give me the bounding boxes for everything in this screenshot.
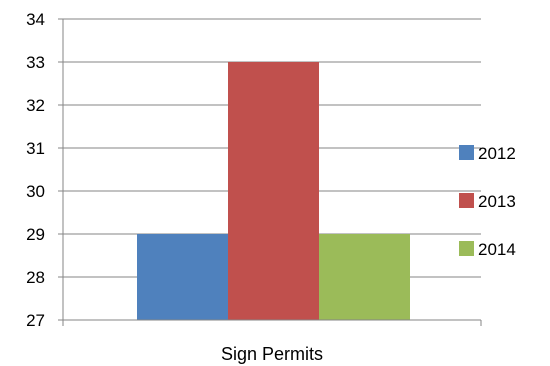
y-axis-tick-labels: 27 28 29 30 31 32 33 34 bbox=[26, 10, 45, 330]
legend-swatch-2013 bbox=[459, 193, 474, 208]
legend: 2012 2013 2014 bbox=[459, 144, 516, 259]
legend-label-2013: 2013 bbox=[478, 192, 516, 211]
y-tick-label: 32 bbox=[26, 96, 45, 115]
y-tick-label: 33 bbox=[26, 53, 45, 72]
bar-2012 bbox=[137, 234, 228, 320]
y-tick-label: 31 bbox=[26, 139, 45, 158]
bar-2014 bbox=[319, 234, 410, 320]
legend-label-2014: 2014 bbox=[478, 240, 516, 259]
bars bbox=[137, 62, 410, 320]
bar-2013 bbox=[228, 62, 319, 320]
y-tick-label: 29 bbox=[26, 225, 45, 244]
legend-swatch-2014 bbox=[459, 241, 474, 256]
y-tick-label: 30 bbox=[26, 182, 45, 201]
legend-swatch-2012 bbox=[459, 145, 474, 160]
y-tick-label: 28 bbox=[26, 268, 45, 287]
y-tick-label: 27 bbox=[26, 311, 45, 330]
x-axis-tick-marks bbox=[62, 320, 482, 326]
legend-label-2012: 2012 bbox=[478, 144, 516, 163]
y-tick-label: 34 bbox=[26, 10, 45, 29]
x-axis-category-label: Sign Permits bbox=[221, 344, 323, 364]
